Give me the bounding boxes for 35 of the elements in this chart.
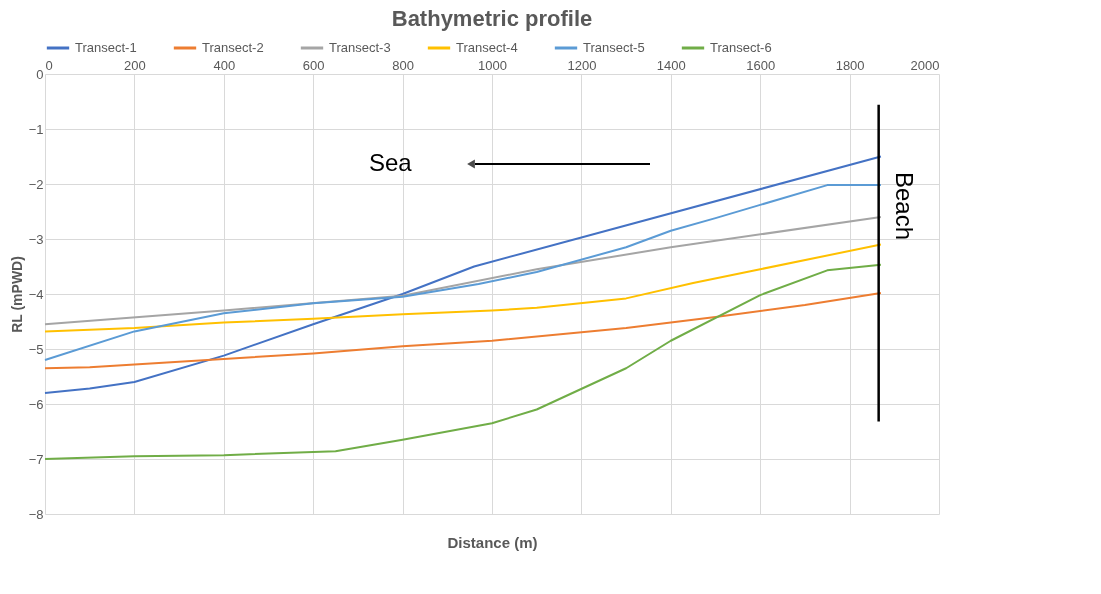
y-tick-label: −7: [28, 451, 44, 467]
y-tick-label: −5: [28, 341, 44, 357]
legend-label: Transect-3: [329, 40, 391, 55]
legend-label: Transect-6: [710, 40, 772, 55]
x-tick-label: 1800: [835, 57, 865, 73]
line-series: [44, 291, 882, 370]
x-tick-label: 400: [213, 57, 236, 73]
line-series: [44, 243, 882, 333]
y-tick-label: −8: [28, 506, 44, 522]
y-tick-label: −6: [28, 396, 44, 412]
y-tick-label: −4: [28, 286, 44, 302]
x-tick-label: 1000: [478, 57, 507, 73]
legend-label: Transect-5: [583, 40, 645, 55]
line-series: [44, 184, 882, 361]
line-series: [44, 216, 882, 326]
ref-line-label: Beach: [890, 171, 918, 241]
x-axis-title: Distance (m): [447, 533, 538, 551]
y-axis-title: RL (mPWD): [8, 256, 25, 333]
annotation: Sea: [369, 149, 413, 176]
x-tick-label: 800: [392, 57, 414, 73]
x-tick-label: 2000: [910, 57, 940, 73]
legend-label: Transect-2: [202, 40, 264, 55]
y-tick-label: −3: [28, 231, 44, 247]
x-tick-label: 1200: [567, 57, 597, 73]
x-tick-label: 600: [302, 57, 325, 73]
legend-label: Transect-1: [75, 40, 137, 55]
chart-title: Bathymetric profile: [391, 6, 593, 31]
y-tick-label: −1: [28, 121, 44, 137]
line-series: [44, 263, 882, 460]
x-tick-label: 1600: [746, 57, 776, 73]
x-tick-label: 200: [124, 57, 146, 73]
legend-label: Transect-4: [456, 40, 518, 55]
y-tick-label: −2: [28, 176, 44, 192]
line-series: [44, 155, 882, 394]
x-tick-label: 1400: [656, 57, 686, 73]
